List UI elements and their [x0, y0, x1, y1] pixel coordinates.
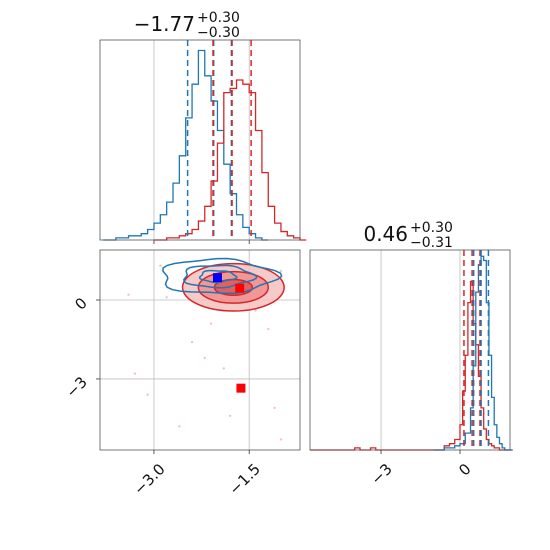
y-marginal-title: 0.46	[363, 222, 408, 246]
joint-marker-2	[236, 383, 246, 393]
joint-scatter-point-6	[146, 393, 149, 396]
joint-scatter-point-11	[279, 269, 283, 273]
y-marginal-x-tick-label-0: −3	[367, 460, 395, 488]
joint-scatter-point-13	[127, 293, 130, 296]
joint-scatter-point-8	[178, 425, 181, 428]
x-marginal-quantile-lines	[186, 40, 252, 240]
y-marginal-x-ticks: −3 0	[367, 450, 475, 488]
y-marginal-panel: −3 0 0.46 +0.30 −0.31	[309, 220, 513, 488]
joint-blue-contour-0	[198, 269, 238, 284]
y-marginal-quantile-lines	[463, 250, 490, 450]
joint-y-tick-label-0: 0	[71, 294, 90, 313]
joint-x-tick-label-0: −3.0	[130, 460, 168, 498]
joint-scatter-point-10	[165, 296, 168, 299]
joint-blue-contour-1	[183, 264, 258, 289]
x-marginal-hist-red	[153, 79, 307, 241]
x-marginal-title-value: −1.77	[134, 12, 195, 36]
joint-scatter-point-3	[267, 327, 270, 331]
y-marginal-grid	[380, 250, 461, 450]
x-marginal-title-sub: −0.30	[197, 25, 240, 41]
x-marginal-frame	[99, 39, 301, 241]
y-marginal-hist-red	[310, 280, 513, 451]
joint-scatter-point-2	[222, 367, 226, 370]
x-marginal-title-sup: +0.30	[197, 10, 240, 26]
joint-scatter-point-9	[279, 438, 283, 441]
joint-x-ticks: −3.0 −1.5	[130, 450, 264, 499]
joint-scatter-point-14	[228, 414, 232, 417]
x-marginal-hist-blue	[103, 49, 269, 241]
x-marginal-grid	[153, 40, 250, 244]
y-marginal-hist-blue	[433, 255, 513, 451]
joint-contours	[127, 257, 285, 441]
joint-scatter-point-5	[133, 372, 137, 375]
joint-y-ticks: 0 −3	[62, 294, 100, 401]
joint-scatter-point-1	[203, 356, 206, 360]
joint-scatter-point-15	[209, 322, 213, 325]
y-marginal-title-value: 0.46	[363, 222, 408, 246]
joint-y-tick-label-1: −3	[62, 373, 90, 401]
y-marginal-title-sup: +0.30	[410, 220, 453, 236]
y-marginal-x-tick-label-1: 0	[455, 460, 474, 479]
y-marginal-histograms	[310, 255, 513, 451]
joint-x-tick-label-1: −1.5	[225, 460, 263, 498]
joint-blue-contour-2	[162, 257, 283, 295]
joint-panel: −3.0 −1.5 0 −3	[62, 249, 301, 499]
x-marginal-histograms	[103, 49, 307, 241]
x-marginal-title: −1.77	[134, 12, 195, 36]
joint-frame	[99, 249, 301, 451]
y-marginal-title-sub: −0.31	[410, 235, 453, 251]
joint-scatter-point-12	[159, 264, 162, 267]
x-marginal-panel: −1.77 +0.30 −0.30	[99, 10, 307, 244]
y-marginal-frame	[309, 249, 511, 451]
joint-scatter-point-0	[190, 340, 194, 344]
joint-markers	[212, 273, 246, 393]
joint-marker-1	[235, 283, 245, 293]
joint-scatter-point-7	[273, 406, 276, 410]
joint-scatter-point-4	[254, 309, 257, 312]
joint-marker-0	[212, 273, 222, 283]
